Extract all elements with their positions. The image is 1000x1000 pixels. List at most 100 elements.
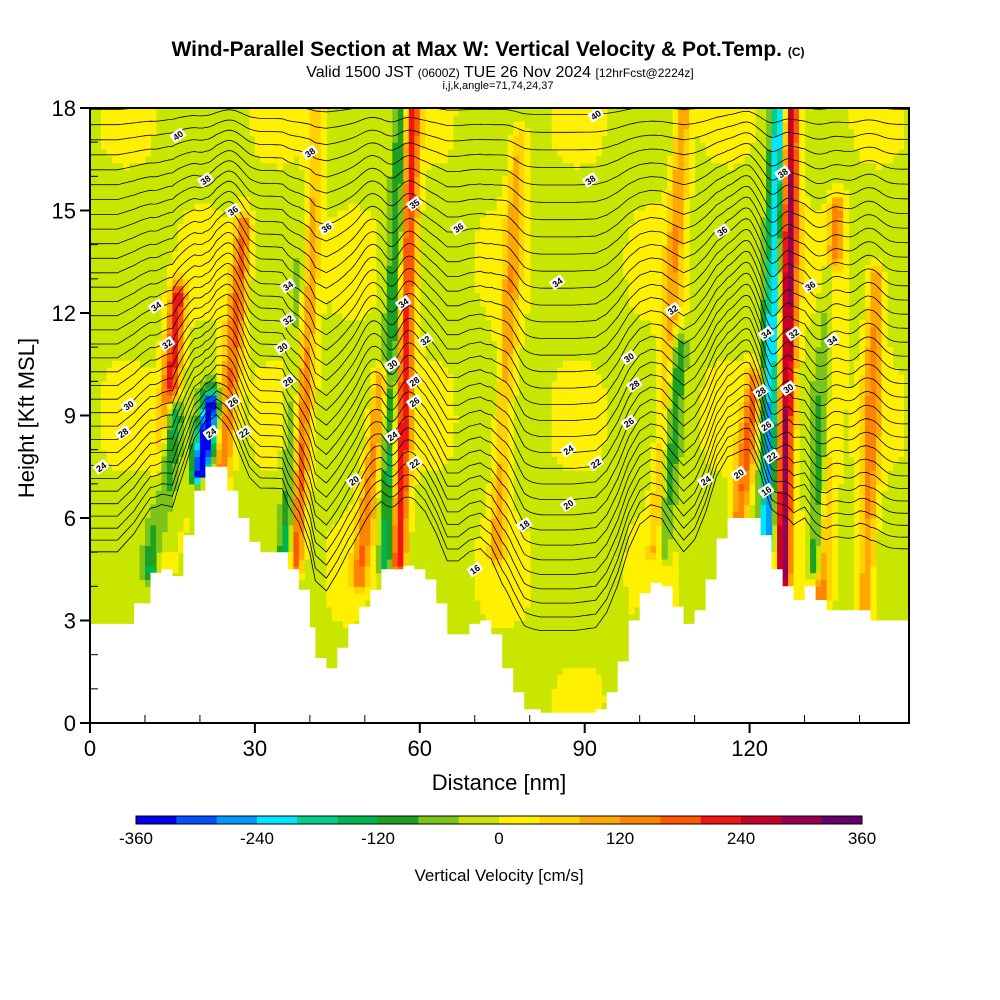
velocity-cell bbox=[579, 108, 586, 116]
velocity-cell bbox=[689, 142, 696, 150]
velocity-cell bbox=[590, 408, 597, 417]
velocity-cell bbox=[128, 108, 135, 116]
velocity-cell bbox=[760, 360, 767, 369]
velocity-cell bbox=[799, 347, 806, 355]
velocity-cell bbox=[573, 668, 580, 676]
velocity-cell bbox=[738, 142, 745, 150]
velocity-cell bbox=[342, 606, 349, 615]
velocity-cell bbox=[661, 231, 668, 239]
velocity-cell bbox=[166, 292, 174, 300]
velocity-cell bbox=[683, 203, 690, 212]
velocity-cell bbox=[744, 367, 751, 376]
velocity-cell bbox=[639, 299, 646, 307]
velocity-cell bbox=[678, 258, 685, 266]
velocity-cell bbox=[711, 149, 718, 157]
velocity-cell bbox=[326, 600, 333, 608]
velocity-cell bbox=[573, 108, 580, 116]
velocity-cell bbox=[815, 436, 822, 444]
velocity-cell bbox=[601, 401, 608, 410]
velocity-cell bbox=[293, 395, 300, 403]
velocity-cell bbox=[815, 354, 822, 362]
velocity-cell bbox=[865, 381, 872, 389]
velocity-cell bbox=[650, 265, 657, 273]
velocity-cell bbox=[815, 251, 822, 259]
velocity-cell bbox=[502, 210, 509, 218]
velocity-cell bbox=[711, 415, 718, 423]
velocity-cell bbox=[826, 538, 833, 546]
velocity-cell bbox=[771, 258, 778, 266]
velocity-cell bbox=[876, 155, 883, 164]
velocity-cell bbox=[496, 470, 503, 478]
velocity-cell bbox=[678, 449, 685, 458]
velocity-cell bbox=[232, 374, 240, 382]
velocity-cell bbox=[496, 251, 503, 259]
velocity-cell bbox=[766, 511, 773, 519]
velocity-cell bbox=[738, 360, 745, 369]
velocity-cell bbox=[293, 313, 300, 321]
velocity-cell bbox=[491, 231, 498, 239]
velocity-cell bbox=[562, 108, 569, 116]
velocity-cell bbox=[370, 272, 377, 280]
velocity-cell bbox=[716, 408, 723, 417]
velocity-cell bbox=[491, 429, 498, 437]
velocity-cell bbox=[496, 292, 503, 300]
velocity-cell bbox=[870, 278, 877, 287]
velocity-cell bbox=[793, 415, 800, 423]
velocity-cell bbox=[507, 367, 514, 376]
velocity-cell bbox=[810, 552, 817, 560]
velocity-cell bbox=[414, 237, 421, 246]
velocity-cell bbox=[711, 442, 718, 451]
velocity-cell bbox=[485, 313, 492, 321]
velocity-cell bbox=[161, 354, 168, 362]
velocity-cell bbox=[238, 292, 245, 300]
velocity-cell bbox=[298, 360, 305, 369]
velocity-cell bbox=[793, 490, 800, 499]
velocity-cell bbox=[199, 388, 207, 396]
velocity-cell bbox=[342, 518, 349, 526]
velocity-cell bbox=[337, 565, 344, 574]
velocity-cell bbox=[370, 231, 377, 239]
velocity-cell bbox=[480, 265, 487, 273]
velocity-cell bbox=[221, 272, 229, 280]
velocity-cell bbox=[513, 169, 520, 177]
velocity-cell bbox=[183, 210, 190, 218]
velocity-cell bbox=[810, 524, 817, 533]
velocity-cell bbox=[826, 600, 833, 608]
velocity-cell bbox=[848, 442, 855, 451]
velocity-cell bbox=[738, 374, 745, 382]
velocity-cell bbox=[562, 381, 569, 389]
velocity-cell bbox=[771, 142, 778, 150]
velocity-cell bbox=[353, 217, 360, 225]
velocity-cell bbox=[628, 593, 635, 601]
velocity-cell bbox=[359, 572, 366, 581]
velocity-cell bbox=[320, 128, 327, 136]
velocity-cell bbox=[518, 272, 525, 280]
velocity-cell bbox=[265, 155, 272, 164]
velocity-cell bbox=[645, 265, 652, 273]
velocity-cell bbox=[370, 374, 377, 382]
velocity-cell bbox=[854, 367, 861, 376]
velocity-cell bbox=[150, 559, 157, 567]
velocity-cell bbox=[810, 217, 817, 225]
velocity-cell bbox=[386, 313, 393, 321]
velocity-cell bbox=[133, 108, 141, 116]
velocity-cell bbox=[414, 306, 421, 314]
velocity-cell bbox=[304, 490, 311, 499]
velocity-cell bbox=[595, 675, 602, 683]
velocity-cell bbox=[419, 108, 426, 116]
velocity-cell bbox=[557, 121, 564, 130]
velocity-cell bbox=[881, 401, 888, 410]
velocity-cell bbox=[111, 401, 119, 410]
velocity-cell bbox=[210, 388, 218, 396]
velocity-cell bbox=[573, 695, 580, 704]
velocity-cell bbox=[133, 135, 141, 143]
velocity-cell bbox=[551, 415, 558, 423]
velocity-cell bbox=[595, 688, 602, 697]
velocity-cell bbox=[491, 600, 498, 608]
velocity-cell bbox=[881, 285, 888, 294]
velocity-cell bbox=[837, 374, 844, 382]
velocity-cell bbox=[645, 518, 652, 526]
velocity-cell bbox=[161, 313, 168, 321]
velocity-cell bbox=[760, 347, 767, 355]
velocity-cell bbox=[205, 299, 212, 307]
